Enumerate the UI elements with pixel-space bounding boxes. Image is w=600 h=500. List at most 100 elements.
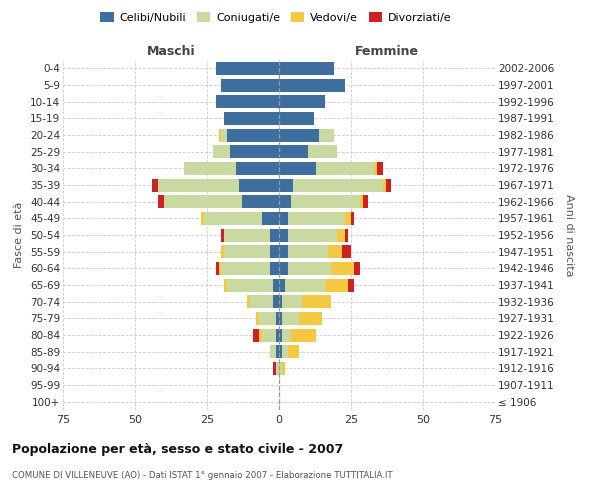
Bar xyxy=(287,212,345,225)
Bar xyxy=(354,262,359,275)
Bar xyxy=(285,278,325,291)
Bar xyxy=(290,195,359,208)
Bar xyxy=(279,278,285,291)
Bar xyxy=(279,162,316,175)
Legend: Celibi/Nubili, Coniugati/e, Vedovi/e, Divorziati/e: Celibi/Nubili, Coniugati/e, Vedovi/e, Di… xyxy=(96,8,456,28)
Bar xyxy=(308,145,337,158)
Bar xyxy=(279,212,287,225)
Text: Maschi: Maschi xyxy=(146,44,196,58)
Bar xyxy=(253,328,259,342)
Bar xyxy=(250,295,273,308)
Bar xyxy=(259,328,262,342)
Bar xyxy=(279,228,287,241)
Bar xyxy=(184,162,236,175)
Bar xyxy=(239,178,279,192)
Bar xyxy=(359,195,362,208)
Bar xyxy=(287,245,328,258)
Bar xyxy=(325,278,348,291)
Text: Popolazione per età, sesso e stato civile - 2007: Popolazione per età, sesso e stato civil… xyxy=(12,442,343,456)
Text: Femmine: Femmine xyxy=(355,44,419,58)
Bar xyxy=(279,178,293,192)
Bar xyxy=(247,295,250,308)
Bar xyxy=(319,128,334,141)
Bar xyxy=(279,295,282,308)
Bar xyxy=(282,295,302,308)
Bar xyxy=(164,195,242,208)
Bar xyxy=(224,228,271,241)
Bar xyxy=(302,295,331,308)
Bar xyxy=(215,95,279,108)
Bar xyxy=(282,328,290,342)
Bar xyxy=(271,245,279,258)
Bar xyxy=(279,112,314,125)
Bar xyxy=(279,345,282,358)
Bar xyxy=(276,362,279,375)
Bar xyxy=(290,328,316,342)
Bar xyxy=(383,178,386,192)
Bar xyxy=(224,112,279,125)
Bar xyxy=(279,195,290,208)
Bar xyxy=(287,345,299,358)
Bar xyxy=(287,228,337,241)
Bar xyxy=(279,262,287,275)
Y-axis label: Anni di nascita: Anni di nascita xyxy=(564,194,574,276)
Bar xyxy=(221,262,271,275)
Bar xyxy=(279,145,308,158)
Bar xyxy=(279,362,282,375)
Bar xyxy=(345,212,351,225)
Bar xyxy=(271,262,279,275)
Bar xyxy=(158,178,239,192)
Bar xyxy=(282,362,285,375)
Bar xyxy=(215,62,279,75)
Bar xyxy=(271,228,279,241)
Bar xyxy=(276,345,279,358)
Bar xyxy=(276,312,279,325)
Bar xyxy=(299,312,322,325)
Bar xyxy=(256,312,259,325)
Bar xyxy=(279,128,319,141)
Text: COMUNE DI VILLENEUVE (AO) - Dati ISTAT 1° gennaio 2007 - Elaborazione TUTTITALIA: COMUNE DI VILLENEUVE (AO) - Dati ISTAT 1… xyxy=(12,471,392,480)
Bar xyxy=(279,312,282,325)
Bar xyxy=(377,162,383,175)
Bar xyxy=(218,128,221,141)
Bar xyxy=(345,228,348,241)
Bar xyxy=(218,262,221,275)
Bar xyxy=(204,212,262,225)
Bar xyxy=(279,95,325,108)
Bar xyxy=(236,162,279,175)
Bar xyxy=(279,245,287,258)
Bar xyxy=(224,245,271,258)
Bar xyxy=(287,262,331,275)
Bar xyxy=(221,245,224,258)
Bar xyxy=(279,328,282,342)
Bar xyxy=(386,178,391,192)
Bar xyxy=(293,178,383,192)
Bar xyxy=(328,245,343,258)
Bar xyxy=(337,228,345,241)
Bar xyxy=(316,162,374,175)
Bar xyxy=(273,278,279,291)
Bar xyxy=(343,245,351,258)
Bar xyxy=(271,345,276,358)
Bar xyxy=(201,212,204,225)
Bar xyxy=(221,78,279,92)
Bar xyxy=(230,145,279,158)
Bar xyxy=(279,78,345,92)
Bar xyxy=(242,195,279,208)
Bar xyxy=(276,328,279,342)
Bar xyxy=(273,295,279,308)
Bar xyxy=(221,128,227,141)
Bar xyxy=(273,362,276,375)
Bar xyxy=(215,262,218,275)
Bar xyxy=(158,195,164,208)
Bar xyxy=(227,278,273,291)
Bar xyxy=(351,212,354,225)
Bar xyxy=(152,178,158,192)
Bar xyxy=(213,145,230,158)
Y-axis label: Fasce di età: Fasce di età xyxy=(14,202,25,268)
Bar xyxy=(279,62,334,75)
Bar xyxy=(262,212,279,225)
Bar xyxy=(224,278,227,291)
Bar xyxy=(374,162,377,175)
Bar xyxy=(262,328,276,342)
